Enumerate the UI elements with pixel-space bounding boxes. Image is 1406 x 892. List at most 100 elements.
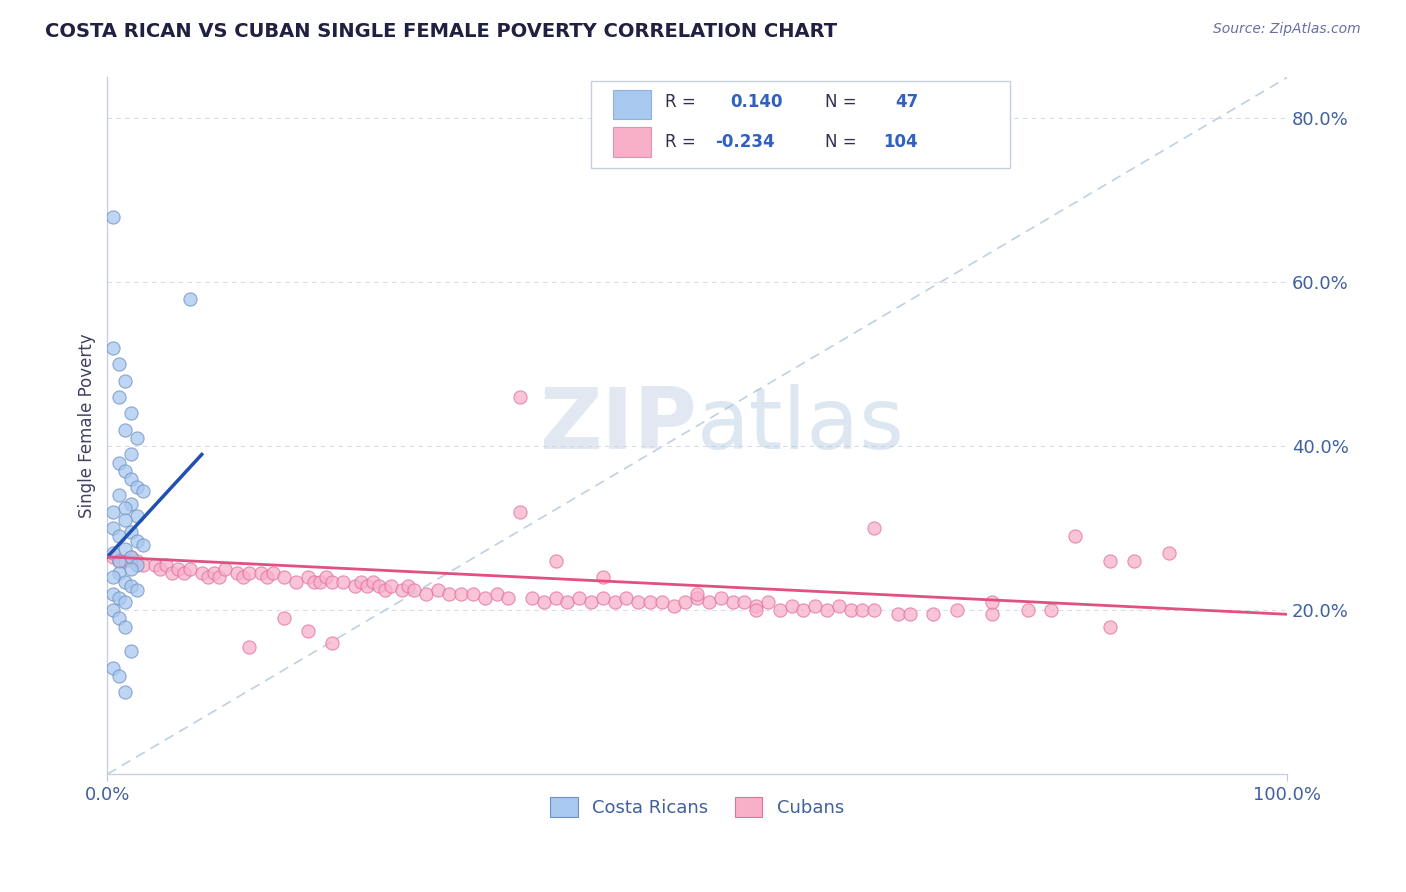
Point (132, 538, 155, 552)
Point (898, 607, 921, 622)
Point (120, 525, 142, 540)
Point (273, 570, 295, 584)
Point (120, 579, 142, 593)
Point (120, 472, 142, 486)
Point (1099, 619, 1122, 633)
Point (197, 570, 219, 584)
Point (922, 607, 945, 622)
Point (103, 521, 125, 535)
Point (120, 562, 142, 576)
Point (945, 603, 967, 617)
FancyBboxPatch shape (591, 81, 1010, 168)
Point (297, 624, 319, 638)
Point (179, 292, 201, 306)
Point (662, 599, 685, 613)
Point (125, 558, 148, 573)
Point (108, 554, 131, 568)
Point (863, 521, 886, 535)
Point (108, 669, 131, 683)
Point (114, 541, 136, 556)
Text: ZIP: ZIP (540, 384, 697, 467)
Point (108, 566, 131, 581)
Point (356, 579, 378, 593)
Legend: Costa Ricans, Cubans: Costa Ricans, Cubans (543, 790, 851, 824)
Point (780, 599, 803, 613)
Point (544, 591, 567, 605)
Point (125, 480, 148, 494)
Point (302, 574, 325, 589)
Point (114, 619, 136, 633)
Point (315, 570, 337, 584)
Point (132, 484, 155, 499)
Point (249, 566, 271, 581)
Point (367, 579, 389, 593)
Point (103, 570, 125, 584)
Point (149, 562, 172, 576)
Point (120, 549, 142, 564)
Point (173, 566, 195, 581)
Point (167, 562, 190, 576)
Point (415, 587, 437, 601)
Point (710, 591, 733, 605)
Point (114, 685, 136, 699)
Point (332, 574, 354, 589)
Point (533, 595, 555, 609)
Point (651, 595, 673, 609)
Text: 0.140: 0.140 (730, 93, 783, 111)
Text: COSTA RICAN VS CUBAN SINGLE FEMALE POVERTY CORRELATION CHART: COSTA RICAN VS CUBAN SINGLE FEMALE POVER… (45, 22, 837, 41)
Point (155, 558, 177, 573)
Point (321, 574, 343, 589)
Point (108, 456, 131, 470)
Point (103, 549, 125, 564)
Point (238, 566, 260, 581)
Point (103, 341, 125, 355)
Point (120, 497, 142, 511)
Text: R =: R = (665, 133, 696, 151)
Point (114, 595, 136, 609)
Point (686, 587, 709, 601)
Point (391, 582, 413, 597)
Point (627, 595, 650, 609)
Point (226, 566, 249, 581)
Point (616, 591, 638, 605)
Point (208, 570, 231, 584)
Point (361, 574, 384, 589)
Point (498, 591, 520, 605)
Point (733, 595, 755, 609)
Point (792, 603, 814, 617)
Point (769, 603, 792, 617)
FancyBboxPatch shape (613, 128, 651, 156)
Point (114, 423, 136, 437)
Point (474, 591, 496, 605)
FancyBboxPatch shape (613, 89, 651, 119)
Point (721, 595, 744, 609)
Point (190, 566, 212, 581)
Point (485, 587, 508, 601)
Point (103, 505, 125, 519)
Point (745, 603, 768, 617)
Point (579, 595, 602, 609)
Point (828, 599, 851, 613)
Point (439, 587, 461, 601)
Point (863, 603, 886, 617)
Point (756, 595, 779, 609)
Point (108, 488, 131, 502)
Point (1040, 603, 1063, 617)
Point (120, 447, 142, 461)
Point (675, 595, 697, 609)
Point (851, 603, 873, 617)
Point (350, 574, 373, 589)
Point (125, 431, 148, 445)
Point (697, 595, 720, 609)
Point (404, 582, 426, 597)
Point (520, 591, 543, 605)
Point (114, 554, 136, 568)
Point (179, 562, 201, 576)
Point (108, 591, 131, 605)
Point (285, 574, 308, 589)
Point (108, 390, 131, 404)
Point (297, 570, 319, 584)
Point (103, 603, 125, 617)
Point (114, 464, 136, 478)
Y-axis label: Single Female Poverty: Single Female Poverty (79, 334, 96, 518)
